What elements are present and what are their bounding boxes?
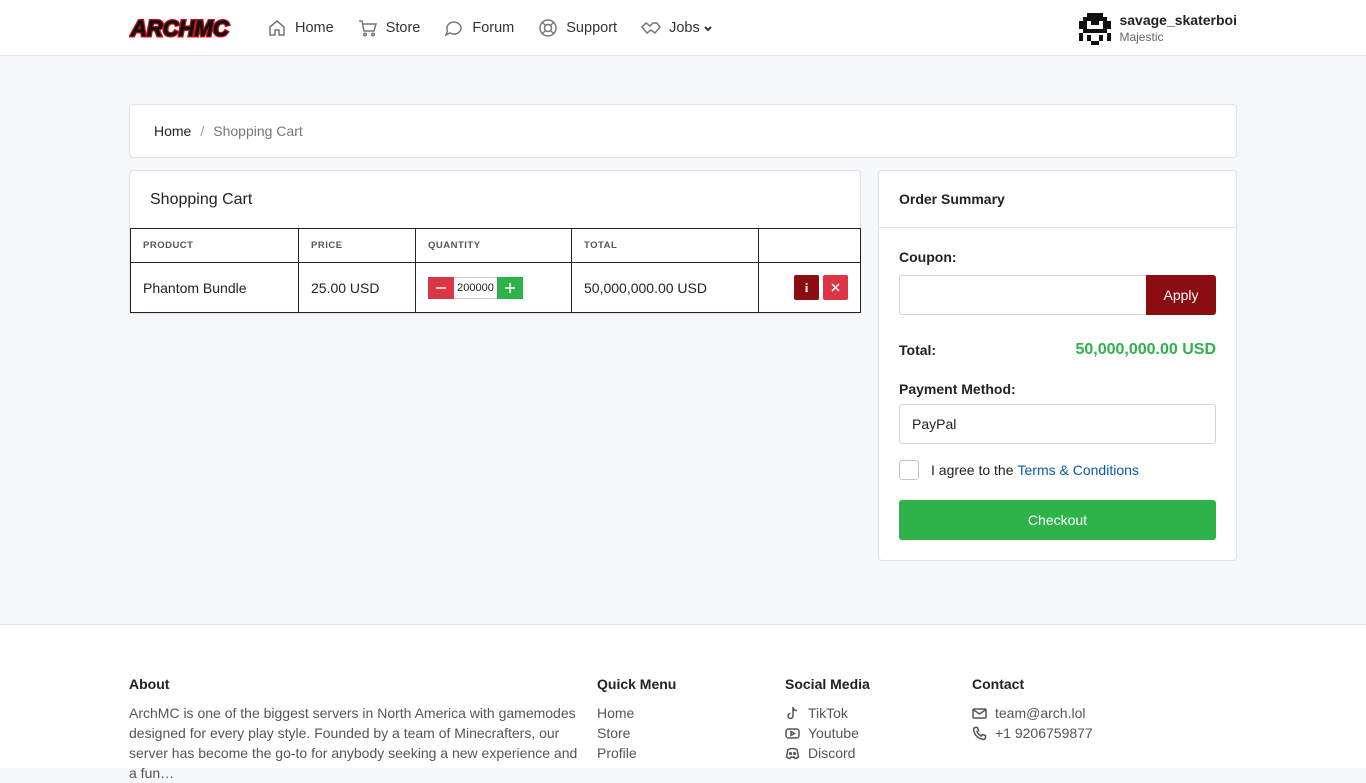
nav-jobs[interactable]: Jobs (641, 18, 713, 38)
breadcrumb-current: Shopping Cart (213, 123, 303, 139)
social-youtube[interactable]: Youtube (785, 723, 972, 743)
footer-link-profile[interactable]: Profile (597, 745, 637, 761)
terms-checkbox[interactable] (899, 460, 919, 480)
table-row: Phantom Bundle 25.00 USD 200000 (130, 262, 861, 313)
footer-about: About ArchMC is one of the biggest serve… (129, 676, 597, 783)
user-menu[interactable]: savage_skaterboi Majestic (1079, 11, 1237, 45)
breadcrumb-separator: / (200, 123, 205, 139)
about-text: ArchMC is one of the biggest servers in … (129, 705, 578, 781)
avatar (1079, 13, 1112, 45)
chevron-down-icon (703, 26, 712, 32)
footer-link-home[interactable]: Home (597, 705, 635, 721)
nav-store[interactable]: Store (358, 18, 421, 38)
payment-method-select[interactable]: PayPal (899, 404, 1216, 444)
checkout-button[interactable]: Checkout (899, 500, 1216, 540)
quick-menu-title: Quick Menu (597, 676, 677, 692)
tiktok-icon (787, 706, 798, 719)
total-label: Total: (899, 342, 937, 358)
col-quantity: QUANTITY (415, 228, 572, 263)
cart-title: Shopping Cart (150, 190, 253, 208)
coupon-group: Apply (899, 275, 1216, 315)
mail-icon (972, 707, 987, 719)
breadcrumb-home[interactable]: Home (154, 123, 192, 139)
archmc-logo[interactable]: ARCHMC ARCHMC (129, 15, 239, 41)
plus-icon (505, 282, 515, 293)
product-name: Phantom Bundle (130, 262, 299, 313)
total-row: Total: 50,000,000.00 USD (899, 341, 1216, 359)
col-price: PRICE (298, 228, 416, 263)
info-icon: i (804, 279, 809, 295)
nav-support-label: Support (566, 20, 618, 36)
svg-text:ARCHMC: ARCHMC (130, 16, 230, 41)
chat-icon (444, 21, 463, 37)
terms-agreement: I agree to the Terms & Conditions (899, 460, 1216, 480)
nav-forum[interactable]: Forum (444, 18, 514, 38)
home-icon (269, 20, 285, 36)
info-button[interactable]: i (794, 275, 819, 300)
payment-method-label: Payment Method: (899, 381, 1016, 397)
cart-table: PRODUCT PRICE QUANTITY TOTAL Phantom Bun… (130, 228, 861, 313)
footer: About ArchMC is one of the biggest serve… (0, 624, 1366, 781)
footer-contact: Contact team@arch.lol +1 9206759877 (972, 676, 1237, 783)
footer-link-store[interactable]: Store (597, 725, 631, 741)
social-tiktok[interactable]: TikTok (785, 703, 972, 723)
contact-phone-label: +1 9206759877 (995, 725, 1093, 741)
quantity-cell: 200000 (415, 262, 572, 313)
about-title: About (129, 676, 170, 692)
decrease-quantity-button[interactable] (428, 276, 454, 299)
social-discord[interactable]: Discord (785, 743, 972, 763)
agree-text: I agree to the (931, 462, 1014, 478)
quantity-input[interactable]: 200000 (454, 276, 497, 299)
contact-phone[interactable]: +1 9206759877 (972, 723, 1237, 743)
product-price: 25.00 USD (298, 262, 416, 313)
contact-title: Contact (972, 676, 1025, 692)
youtube-icon (785, 727, 800, 739)
social-youtube-label: Youtube (808, 725, 859, 741)
col-total: TOTAL (571, 228, 759, 263)
footer-social: Social Media TikTok Youtube Discord (785, 676, 972, 783)
col-actions (758, 228, 861, 263)
nav-jobs-label: Jobs (669, 20, 700, 36)
order-summary-title: Order Summary (879, 171, 1236, 228)
social-tiktok-label: TikTok (808, 705, 848, 721)
actions-cell: i (758, 262, 861, 313)
nav-home[interactable]: Home (267, 18, 334, 38)
social-discord-label: Discord (808, 745, 856, 761)
username: savage_skaterboi (1119, 12, 1237, 28)
social-title: Social Media (785, 676, 870, 692)
increase-quantity-button[interactable] (497, 276, 523, 299)
top-navbar: ARCHMC ARCHMC Home Store Forum Support (0, 0, 1366, 56)
discord-icon (785, 747, 800, 759)
order-summary-card: Order Summary Coupon: Apply Total: 50,00… (878, 170, 1237, 561)
phone-icon (972, 726, 987, 740)
contact-email[interactable]: team@arch.lol (972, 703, 1237, 723)
total-value: 50,000,000.00 USD (1075, 341, 1216, 358)
terms-link[interactable]: Terms & Conditions (1017, 462, 1139, 478)
cart-header-row: PRODUCT PRICE QUANTITY TOTAL (130, 228, 861, 263)
nav-home-label: Home (295, 20, 334, 36)
shopping-cart-card: Shopping Cart PRODUCT PRICE QUANTITY TOT… (129, 170, 861, 314)
main-nav: Home Store Forum Support Jobs (267, 18, 713, 38)
footer-quick-menu: Quick Menu Home Store Profile (597, 676, 785, 783)
nav-forum-label: Forum (472, 20, 515, 36)
handshake-icon (641, 22, 662, 35)
breadcrumb: Home / Shopping Cart (129, 104, 1237, 158)
minus-icon (436, 286, 446, 289)
coupon-label: Coupon: (899, 249, 957, 265)
close-icon (831, 283, 840, 292)
row-total: 50,000,000.00 USD (571, 262, 759, 313)
contact-email-label: team@arch.lol (995, 705, 1086, 721)
coupon-input[interactable] (899, 275, 1146, 315)
cart-icon (358, 20, 377, 37)
nav-store-label: Store (385, 20, 421, 36)
user-rank: Majestic (1119, 30, 1164, 44)
apply-coupon-button[interactable]: Apply (1146, 275, 1216, 315)
svg-text:ARCHMC: ARCHMC (130, 16, 230, 41)
remove-item-button[interactable] (823, 275, 848, 300)
nav-support[interactable]: Support (538, 18, 617, 38)
col-product: PRODUCT (130, 228, 299, 263)
quantity-stepper: 200000 (428, 276, 559, 299)
lifebuoy-icon (539, 19, 558, 37)
